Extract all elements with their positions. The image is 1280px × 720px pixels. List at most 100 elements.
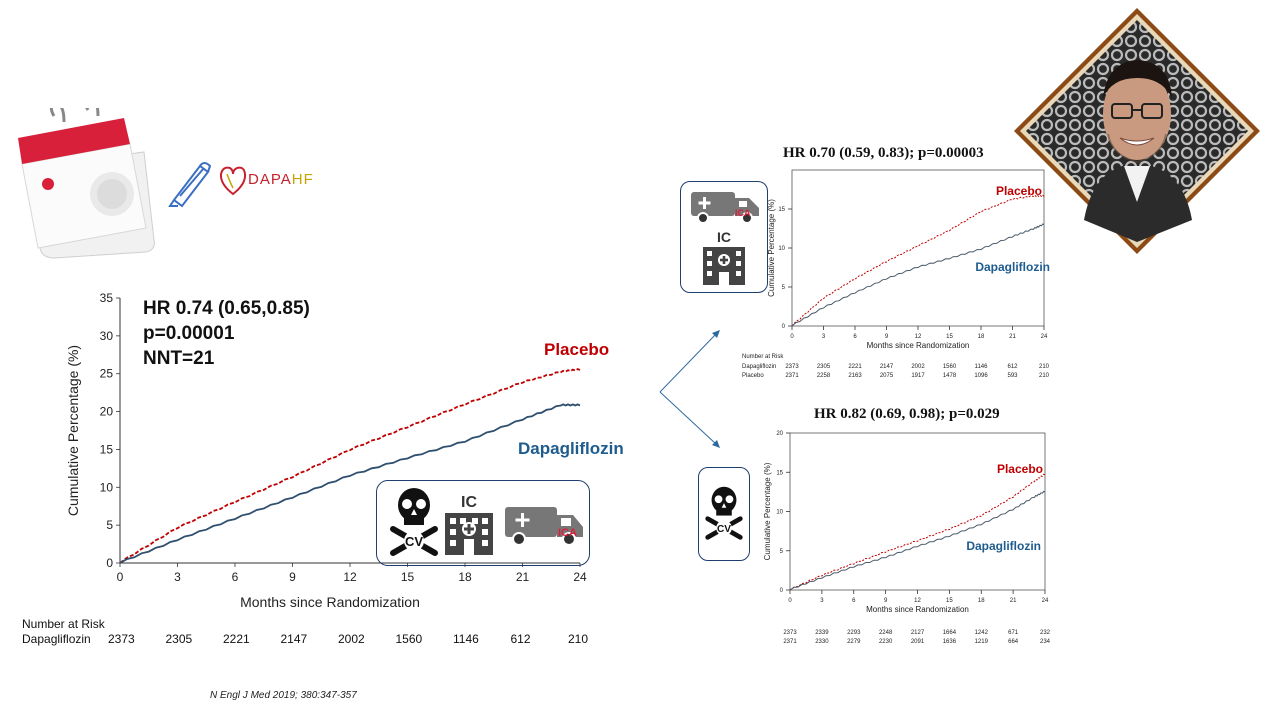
- x-axis-label: Months since Randomization: [866, 605, 969, 614]
- x-tick-label: 3: [174, 570, 181, 584]
- x-tick-label: 12: [343, 570, 357, 584]
- y-tick-label: 15: [778, 207, 785, 213]
- bottom-right-stats: HR 0.82 (0.69, 0.98); p=0.029: [814, 406, 1000, 422]
- y-tick-label: 15: [776, 470, 783, 476]
- pencil-icon: [168, 162, 212, 208]
- main-hr-text: HR 0.74 (0.65,0.85): [143, 298, 310, 319]
- tr-risk-value: 2371: [785, 373, 799, 379]
- x-tick-label: 21: [1009, 334, 1016, 340]
- x-tick-label: 24: [573, 570, 587, 584]
- x-tick-label: 0: [788, 598, 792, 604]
- x-tick-label: 6: [852, 598, 856, 604]
- x-tick-label: 15: [401, 570, 415, 584]
- y-tick-label: 20: [776, 431, 783, 437]
- br-risk-value: 1219: [975, 639, 989, 645]
- tr-risk-value: 2258: [817, 373, 831, 379]
- tr-risk-value: 210: [1039, 364, 1050, 370]
- top-right-stats: HR 0.70 (0.59, 0.83); p=0.00003: [783, 145, 984, 161]
- main-endpoint-box: CV IC ICA: [376, 480, 590, 566]
- tr-risk-value: 1478: [943, 373, 957, 379]
- main-p-text: p=0.00001: [143, 323, 235, 344]
- tr-placebo-label: Placebo: [996, 184, 1042, 198]
- tr-risk-value: 2075: [880, 373, 894, 379]
- main-chart: 0 3 6 9 12 15 18 21 24 0 5 10 15 20 25 30 35 Months since…: [65, 291, 587, 610]
- tr-risk-value: 2002: [911, 364, 925, 370]
- y-tick-label: 0: [780, 588, 784, 594]
- hospital-icon: IC: [703, 229, 745, 285]
- bottom-right-endpoint-box: CV: [698, 467, 750, 561]
- br-risk-value: 1664: [943, 630, 957, 636]
- main-placebo-label: Placebo: [544, 340, 610, 359]
- y-tick-label: 10: [100, 480, 114, 494]
- skull-crossbones-icon: CV: [390, 488, 438, 556]
- x-tick-label: 12: [915, 334, 922, 340]
- br-risk-value: 232: [1040, 630, 1050, 636]
- y-tick-label: 5: [106, 518, 113, 532]
- tr-risk-value: 210: [1039, 373, 1050, 379]
- tr-risk-group: Placebo: [742, 373, 764, 379]
- x-tick-label: 18: [458, 570, 472, 584]
- y-tick-label: 10: [778, 246, 785, 252]
- br-risk-value: 664: [1008, 639, 1019, 645]
- x-tick-label: 24: [1042, 598, 1049, 604]
- x-tick-label: 18: [978, 598, 985, 604]
- heart-logo-icon: [219, 166, 247, 196]
- main-risk-value: 2305: [165, 632, 193, 646]
- br-risk-value: 2127: [911, 630, 925, 636]
- y-tick-label: 10: [776, 510, 783, 516]
- tr-risk-value: 2147: [880, 364, 894, 370]
- y-tick-label: 30: [100, 329, 114, 343]
- tr-risk-value: 2163: [848, 373, 862, 379]
- br-risk-value: 2293: [847, 630, 861, 636]
- x-tick-label: 0: [790, 334, 794, 340]
- top-right-endpoint-box: ICA IC: [680, 181, 768, 293]
- tr-risk-value: 1917: [911, 373, 925, 379]
- ambulance-icon: ICA: [691, 192, 759, 224]
- tr-risk-value: 2221: [848, 364, 862, 370]
- br-placebo-label: Placebo: [997, 462, 1043, 476]
- tr-risk-value: 612: [1007, 364, 1018, 370]
- y-axis-label: Cumulative Percentage (%): [767, 199, 776, 297]
- calendar-icon: [18, 108, 155, 259]
- x-axis-label: Months since Randomization: [867, 341, 970, 350]
- x-tick-label: 21: [1010, 598, 1017, 604]
- ambulance-icon: ICA: [505, 507, 583, 546]
- x-tick-label: 15: [946, 598, 953, 604]
- main-dapagliflozin-label: Dapagliflozin: [518, 439, 624, 458]
- br-risk-value: 234: [1040, 639, 1050, 645]
- placebo-line: [789, 473, 1046, 591]
- x-tick-label: 3: [822, 334, 826, 340]
- y-tick-label: 0: [106, 556, 113, 570]
- dapagliflozin-line: [791, 223, 1045, 327]
- dapahf-logo: DAPAHF: [218, 162, 336, 198]
- main-risk-row: Dapagliflozin 2373 2305 2221 2147 2002 1560 11…: [22, 632, 622, 648]
- tr-risk-value: 593: [1007, 373, 1018, 379]
- br-risk-value: 671: [1008, 630, 1019, 636]
- br-risk-value: 1242: [975, 630, 989, 636]
- tr-risk-value: 1146: [975, 364, 989, 370]
- placebo-line: [791, 194, 1045, 327]
- dapagliflozin-line: [789, 490, 1046, 591]
- tr-dapagliflozin-label: Dapagliflozin: [975, 260, 1050, 274]
- tr-risk-value: 1096: [974, 373, 988, 379]
- br-cv-label: CV: [717, 524, 731, 535]
- main-stats: HR 0.74 (0.65,0.85) p=0.00001 NNT=21: [143, 296, 310, 371]
- tr-risk-value: 1560: [943, 364, 957, 370]
- y-tick-label: 20: [100, 405, 114, 419]
- y-axis-label: Cumulative Percentage (%): [65, 345, 81, 516]
- br-risk-value: 2339: [815, 630, 829, 636]
- y-tick-label: 0: [782, 324, 786, 330]
- x-tick-label: 9: [885, 334, 889, 340]
- y-tick-label: 35: [100, 291, 114, 305]
- placebo-line: [119, 368, 581, 564]
- y-tick-label: 15: [100, 442, 114, 456]
- y-tick-label: 5: [782, 285, 786, 291]
- logo-text-left: DAPA: [248, 171, 292, 188]
- x-tick-label: 12: [914, 598, 921, 604]
- main-risk-title: Number at Risk: [22, 617, 105, 631]
- logo-text-right: HF: [291, 171, 314, 188]
- x-tick-label: 3: [820, 598, 824, 604]
- main-risk-group: Dapagliflozin: [22, 632, 91, 646]
- main-risk-value: 612: [510, 632, 531, 646]
- br-dapagliflozin-label: Dapagliflozin: [966, 539, 1041, 553]
